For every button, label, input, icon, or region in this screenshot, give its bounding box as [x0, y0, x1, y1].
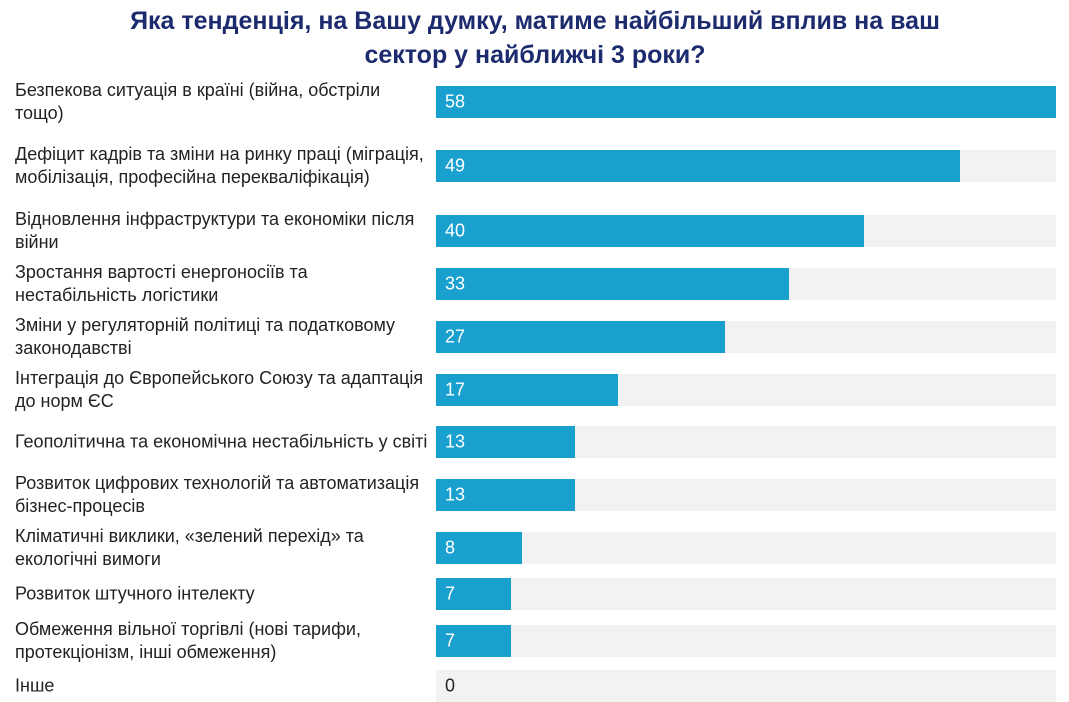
chart-title: Яка тенденція, на Вашу думку, матиме най… [130, 7, 940, 69]
value-label: 17 [445, 379, 466, 400]
bar [436, 578, 511, 610]
category-label: Дефіцит кадрів та зміни на ринку праці (… [15, 144, 424, 187]
category-label: Геополітична та економічна нестабільніст… [15, 431, 428, 452]
category-label: Обмеження вільної торгівлі (нові тарифи,… [15, 619, 361, 662]
bar-track [436, 670, 1056, 702]
category-label: Розвиток штучного інтелекту [15, 583, 255, 604]
bar [436, 426, 575, 458]
bar [436, 532, 522, 564]
value-label: 7 [445, 583, 456, 604]
bar-track [436, 532, 1056, 564]
value-label: 27 [445, 326, 466, 347]
value-label: 58 [445, 91, 466, 112]
bar [436, 150, 960, 182]
category-label: Зміни у регуляторній політиці та податко… [15, 315, 396, 358]
category-label: Інтеграція до Європейського Союзу та ада… [15, 368, 424, 411]
value-label: 7 [445, 630, 456, 651]
value-label: 13 [445, 484, 466, 505]
value-label: 13 [445, 431, 466, 452]
bar-track [436, 625, 1056, 657]
category-label: Безпекова ситуація в країні (війна, обст… [15, 80, 381, 123]
category-label: Відновлення інфраструктури та економіки … [15, 209, 415, 252]
category-label: Розвиток цифрових технологій та автомати… [15, 473, 420, 516]
bar [436, 625, 511, 657]
bar [436, 374, 618, 406]
bar [436, 479, 575, 511]
value-label: 8 [445, 537, 456, 558]
value-label: 40 [445, 220, 466, 241]
category-label: Інше [15, 675, 55, 696]
category-label: Зростання вартості енергоносіїв та неста… [15, 262, 308, 305]
bar [436, 321, 725, 353]
value-label: 0 [445, 675, 456, 696]
bar [436, 268, 789, 300]
value-label: 49 [445, 155, 466, 176]
value-label: 33 [445, 273, 466, 294]
bar [436, 215, 864, 247]
category-label: Кліматичні виклики, «зелений перехід» та… [15, 526, 364, 569]
bar-track [436, 578, 1056, 610]
bar [436, 86, 1056, 118]
